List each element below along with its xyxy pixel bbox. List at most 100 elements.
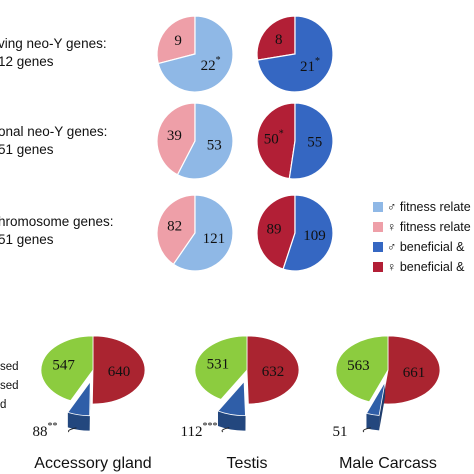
bottom-pie-0-green-slice <box>40 335 94 402</box>
beneficial-pie-row-1-label-male-value: 55 <box>307 134 322 150</box>
legend-sex-symbol: ♂ <box>387 240 396 254</box>
bottom-pie-1-label-red-value: 632 <box>262 364 285 380</box>
beneficial-pie-row-0-slice-female <box>256 15 296 61</box>
bottom-pie-0-label-blue: 88** <box>33 421 58 441</box>
bottom-pie-2-title: Male Carcass <box>339 455 437 472</box>
fitness-pie-row-1-label-female-value: 39 <box>167 128 182 144</box>
bottom-pie-0-leader-line <box>68 427 77 433</box>
bottom-pie-0-blue-side <box>67 412 90 431</box>
legend-sex-symbol: ♀ <box>387 260 396 274</box>
fitness-pie-row-2-label-female-value: 82 <box>167 219 182 235</box>
bottom-pie-0-blue-slice <box>67 380 91 417</box>
row-labels: ving neo-Y genes: 12 genes onal neo-Y gen… <box>0 36 114 247</box>
legend-swatch-1 <box>373 222 383 232</box>
bottom-pie-2-red-slice <box>381 335 441 405</box>
bottom-pie-2-label-blue-value: 51 <box>333 424 348 440</box>
beneficial-pie-row-2: 89 109 <box>256 194 334 272</box>
legend-text: fitness relate <box>396 220 470 234</box>
bottom-pie-0-significance: ** <box>48 421 58 432</box>
beneficial-pie-row-1: 50* 55 <box>256 102 334 180</box>
bottom-pie-1-blue-slice <box>217 380 246 417</box>
legend-entry-3: ♀ beneficial & <box>387 260 465 274</box>
beneficial-pie-row-1-label-female-significance: * <box>279 128 284 139</box>
bottom-left-labels: sed sed d <box>0 361 19 411</box>
bottom-pie-1-blue-side <box>217 411 246 431</box>
bottom-pie-2-label-green: 563 <box>347 358 370 374</box>
fitness-pie-row-2-label-male: 121 <box>203 231 226 247</box>
row-label-2-line-0: hromosome genes: <box>0 214 114 229</box>
bottom-pie-0-label-green-value: 547 <box>52 357 75 373</box>
fitness-pie-row-1: 39 53 <box>156 102 234 180</box>
bottom-pie-2-blue-wall <box>379 381 386 431</box>
bottom-category-label-2: d <box>0 399 6 411</box>
bottom-pie-1-label-red: 632 <box>262 364 285 380</box>
bottom-pie-1-label-green: 531 <box>207 357 230 373</box>
fitness-pie-row-0: 9 22* <box>156 15 234 93</box>
bottom-pie-1-green-slice <box>194 335 248 400</box>
legend-entry-1: ♀ fitness relate <box>387 220 471 234</box>
bottom-pie-0-label-red: 640 <box>108 364 131 380</box>
row-label-0-line-1: 12 genes <box>0 54 54 69</box>
fitness-pie-row-2-label-female: 82 <box>167 219 182 235</box>
fitness-pie-row-2-label-male-value: 121 <box>203 231 226 247</box>
beneficial-pie-row-1-slice-female <box>256 102 296 180</box>
legend-entry-2: ♂ beneficial & <box>387 240 465 254</box>
bottom-pie-0-label-red-value: 640 <box>108 364 131 380</box>
legend-sex-symbol: ♂ <box>387 200 396 214</box>
bottom-pie-1: 531 632 112*** Testis <box>181 335 300 472</box>
beneficial-pie-row-2-slice-male <box>282 194 334 272</box>
bottom-pie-1-significance: *** <box>202 421 217 432</box>
bottom-pie-2-green-slice <box>335 335 389 403</box>
legend-text: beneficial & <box>396 240 465 254</box>
row-label-1-line-1: 51 genes <box>0 142 54 157</box>
fitness-pie-row-1-label-male: 53 <box>207 138 222 154</box>
row-label-1-line-0: onal neo-Y genes: <box>0 124 107 139</box>
fitness-pie-row-2: 82 121 <box>156 194 234 272</box>
bottom-pie-2-label-red: 661 <box>403 365 426 381</box>
fitness-pie-row-2-slice-male <box>172 194 234 272</box>
fitness-pie-row-1-label-female: 39 <box>167 128 182 144</box>
legend-entry-0: ♂ fitness relate <box>387 200 471 214</box>
bottom-pie-2-label-red-value: 661 <box>403 365 426 381</box>
row-label-0-line-0: ving neo-Y genes: <box>0 36 107 51</box>
bottom-pie-1-label-blue: 112*** <box>181 421 218 441</box>
bottom-pie-1-title: Testis <box>227 455 268 472</box>
legend: ♂ fitness relate♀ fitness relate♂ benefi… <box>373 200 471 274</box>
fitness-pie-row-1-slice-female <box>156 102 196 176</box>
beneficial-pie-row-2-slice-female <box>256 194 296 270</box>
bottom-pie-0-red-slice <box>91 335 146 405</box>
legend-swatch-3 <box>373 262 383 272</box>
beneficial-pie-row-0-label-male-value: 21 <box>300 59 315 75</box>
bottom-pie-2-blue-side <box>366 413 380 431</box>
bottom-pie-0-title: Accessory gland <box>34 455 151 472</box>
row-label-2-line-1: 51 genes <box>0 232 54 247</box>
bottom-category-label-1: sed <box>0 380 19 392</box>
bottom-pie-2-label-blue: 51 <box>333 424 348 440</box>
legend-text: beneficial & <box>396 260 465 274</box>
legend-swatch-2 <box>373 242 383 252</box>
bottom-pie-2-blue-slice <box>365 381 386 416</box>
fitness-pie-row-0-label-male-significance: * <box>216 55 221 66</box>
beneficial-pie-row-0: 8 21* <box>256 15 334 93</box>
legend-sex-symbol: ♀ <box>387 220 396 234</box>
fitness-pie-row-0-slice-female <box>156 15 196 65</box>
bottom-pie-2-label-green-value: 563 <box>347 358 370 374</box>
beneficial-pie-row-1-label-female-value: 50 <box>264 131 279 147</box>
beneficial-pie-row-0-label-female-value: 8 <box>275 32 283 48</box>
fitness-pie-row-0-label-female: 9 <box>174 33 182 49</box>
beneficial-pie-row-2-label-female-value: 89 <box>266 222 281 238</box>
bottom-pie-2: 563 661 51 Male Carcass <box>333 335 441 472</box>
legend-swatch-0 <box>373 202 383 212</box>
bottom-pie-0-label-green: 547 <box>52 357 75 373</box>
bottom-pie-1-leader-line <box>221 427 230 433</box>
beneficial-pie-row-1-label-male: 55 <box>307 134 322 150</box>
beneficial-pie-row-0-label-female: 8 <box>275 32 283 48</box>
fitness-pie-row-2-slice-female <box>156 194 196 266</box>
fitness-pie-row-1-slice-male <box>176 102 234 180</box>
bottom-pie-2-leader-line <box>362 427 371 433</box>
beneficial-pie-row-2-label-male-value: 109 <box>303 228 326 244</box>
bottom-pie-1-label-green-value: 531 <box>207 357 230 373</box>
beneficial-pie-row-0-slice-male <box>256 15 334 93</box>
